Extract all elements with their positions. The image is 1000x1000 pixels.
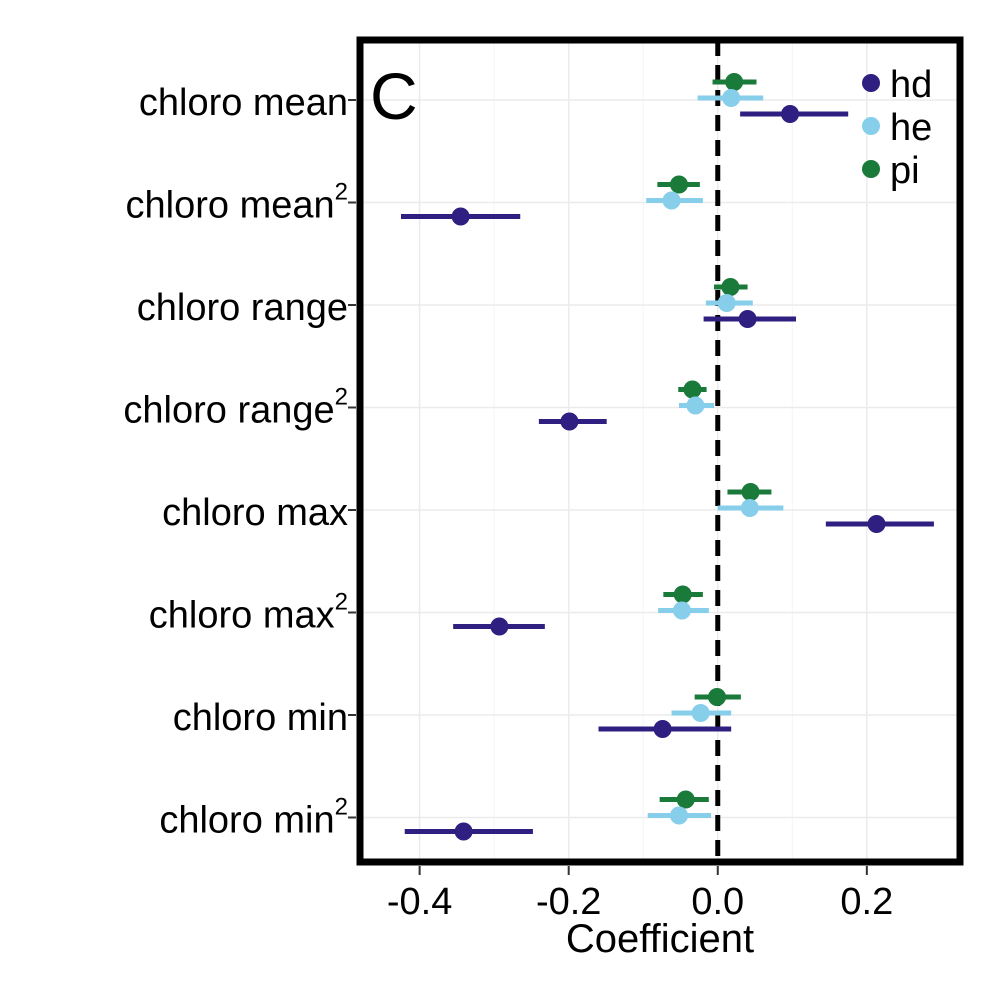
series-hd bbox=[400, 105, 934, 841]
legend-key-hd bbox=[862, 74, 880, 92]
y-tick-label: chloro range2 bbox=[123, 384, 348, 432]
point-he bbox=[691, 704, 710, 722]
point-he bbox=[670, 806, 689, 825]
point-pi bbox=[670, 175, 689, 194]
point-hd bbox=[781, 105, 800, 123]
x-axis-title: Coefficient bbox=[566, 917, 754, 961]
point-he bbox=[740, 499, 759, 517]
point-pi bbox=[721, 278, 740, 296]
point-hd bbox=[738, 310, 757, 328]
y-tick-label: chloro min2 bbox=[159, 794, 348, 842]
point-he bbox=[717, 294, 736, 312]
point-hd bbox=[867, 515, 886, 533]
y-tick-label: chloro mean bbox=[139, 82, 348, 124]
y-axis-labels: chloro mean chloro mean2 chloro range chlor… bbox=[123, 82, 356, 842]
series-pi bbox=[657, 73, 772, 809]
y-tick-label: chloro max bbox=[162, 492, 348, 534]
point-pi bbox=[676, 790, 695, 809]
y-tick-label: chloro mean2 bbox=[126, 179, 348, 227]
y-tick-label: chloro min bbox=[173, 697, 348, 739]
x-tick-label: 0.0 bbox=[691, 881, 744, 923]
point-hd bbox=[490, 617, 509, 636]
x-axis-ticks: -0.4 -0.2 0.0 0.2 bbox=[387, 866, 893, 923]
x-tick-label: -0.4 bbox=[387, 881, 452, 923]
point-he bbox=[722, 89, 741, 107]
point-he bbox=[672, 601, 691, 620]
panel-label: C bbox=[370, 59, 418, 133]
legend-label-he: he bbox=[890, 107, 932, 149]
point-hd bbox=[560, 412, 579, 431]
point-hd bbox=[653, 720, 672, 738]
point-pi bbox=[673, 585, 692, 604]
point-he bbox=[662, 191, 681, 210]
y-tick-label: chloro range bbox=[137, 287, 348, 329]
x-tick-label: 0.2 bbox=[840, 881, 893, 923]
point-hd bbox=[454, 822, 473, 841]
legend-label-pi: pi bbox=[890, 150, 920, 192]
point-hd bbox=[451, 207, 470, 226]
series-he bbox=[646, 89, 784, 825]
legend-key-pi bbox=[862, 160, 880, 178]
point-pi bbox=[708, 688, 727, 706]
series-group bbox=[400, 73, 934, 841]
x-tick-label: -0.2 bbox=[536, 881, 601, 923]
point-pi bbox=[741, 483, 760, 501]
y-tick-label: chloro max2 bbox=[149, 589, 348, 637]
point-pi bbox=[725, 73, 744, 91]
point-he bbox=[686, 396, 705, 415]
legend-key-he bbox=[862, 117, 880, 135]
legend-label-hd: hd bbox=[890, 64, 932, 106]
panel-border bbox=[356, 36, 964, 866]
point-pi bbox=[683, 380, 702, 399]
